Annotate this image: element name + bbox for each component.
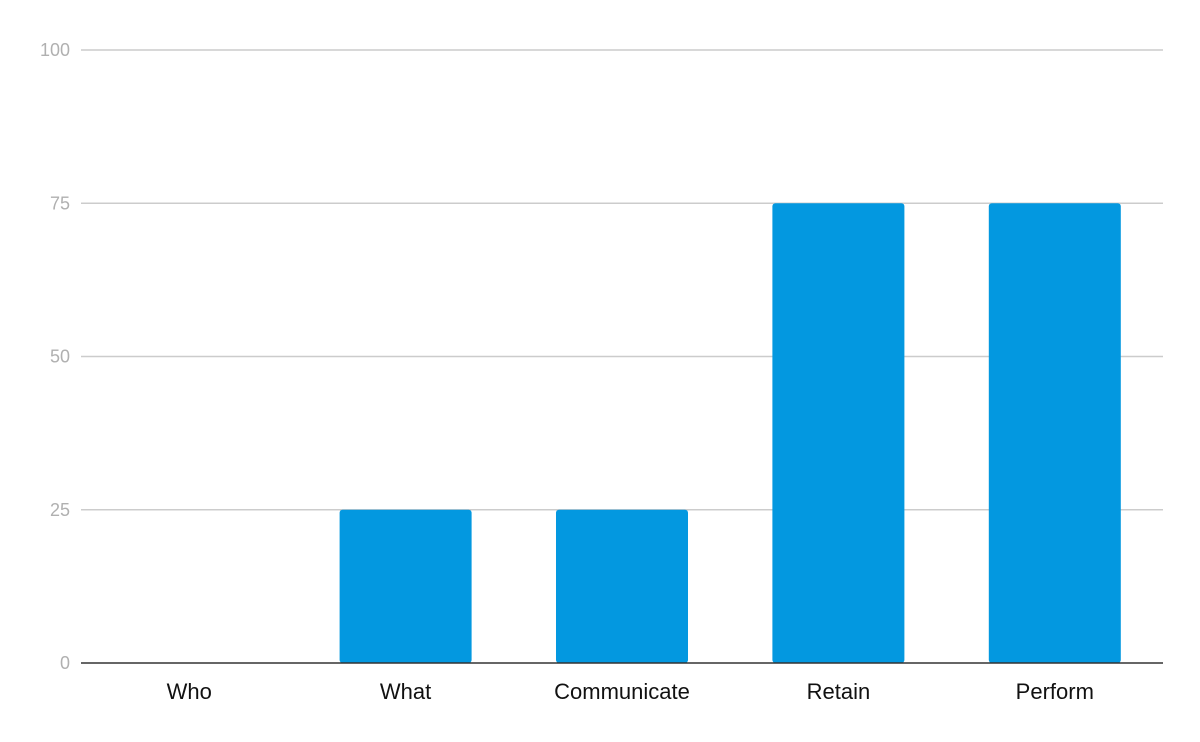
x-tick-label-communicate: Communicate — [554, 679, 690, 704]
bar-retain — [772, 203, 905, 663]
y-tick-label-25: 25 — [50, 500, 70, 520]
y-tick-label-100: 100 — [40, 40, 70, 60]
x-tick-label-perform: Perform — [1016, 679, 1094, 704]
x-tick-label-what: What — [380, 679, 431, 704]
x-tick-label-who: Who — [167, 679, 212, 704]
bar-perform — [988, 203, 1121, 663]
y-tick-label-0: 0 — [60, 653, 70, 673]
bars — [339, 203, 1121, 663]
y-tick-label-50: 50 — [50, 347, 70, 367]
x-tick-label-retain: Retain — [807, 679, 871, 704]
x-axis-category-labels: Who What Communicate Retain Perform — [167, 679, 1094, 704]
y-tick-label-75: 75 — [50, 193, 70, 213]
bar-communicate — [555, 509, 689, 663]
bar-what — [339, 509, 472, 663]
y-axis-tick-labels: 0 25 50 75 100 — [40, 40, 70, 673]
